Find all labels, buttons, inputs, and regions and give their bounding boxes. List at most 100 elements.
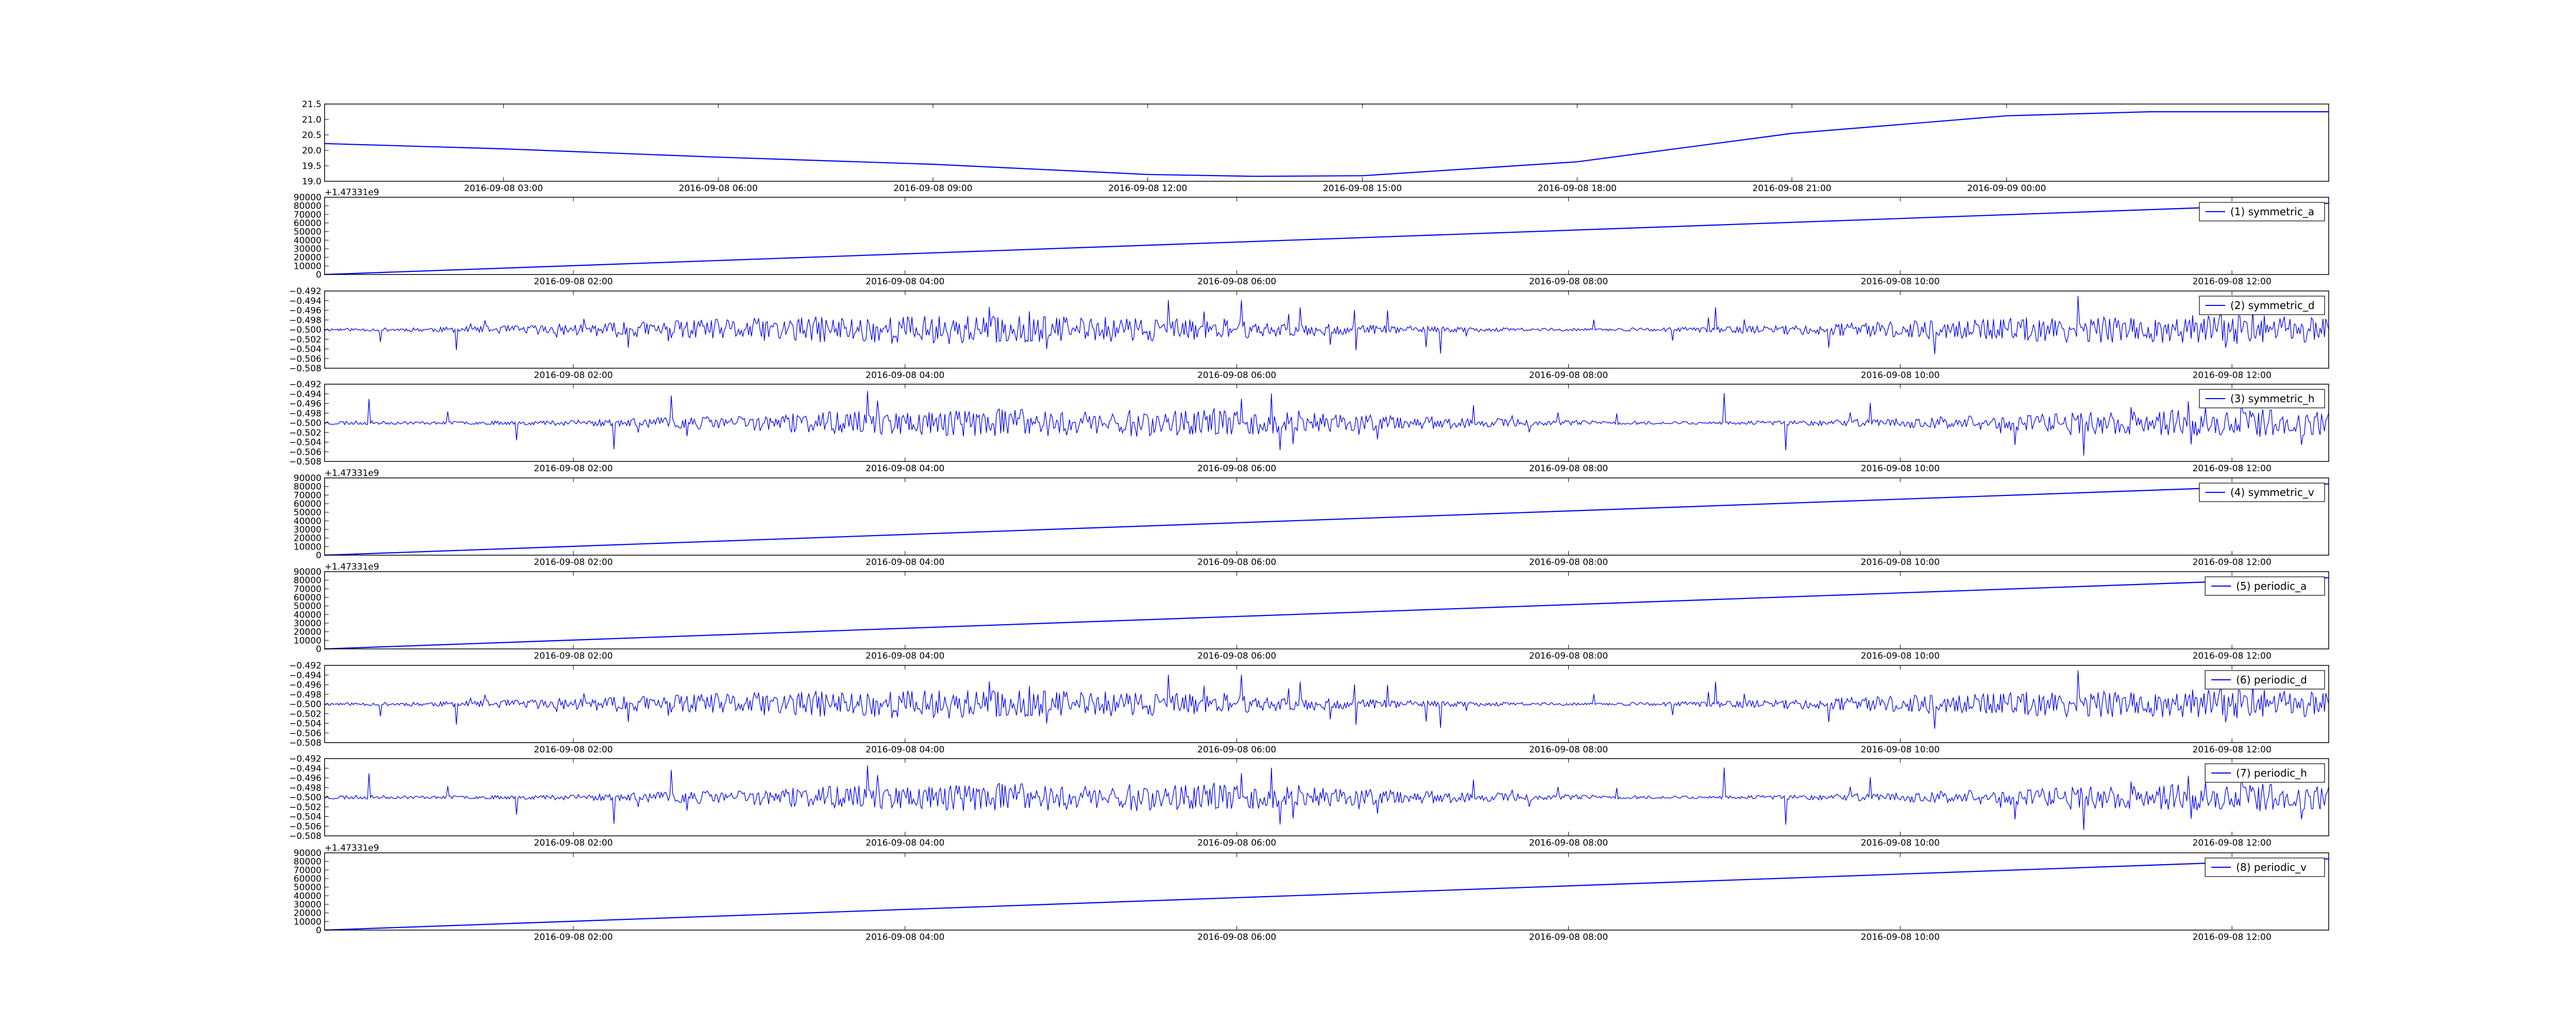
y-offset-label: +1.47331e9 [325,187,379,198]
legend-box [2205,763,2325,783]
series-line-8 [324,858,2329,931]
y-tick-label: 80000 [294,482,321,492]
x-tick-label: 2016-09-08 02:00 [534,277,613,287]
x-tick-label: 2016-09-08 12:00 [1108,183,1187,194]
y-tick-label: −0.500 [289,699,321,710]
panel-1: 0100002000030000400005000060000700008000… [294,187,2329,287]
axes-frame-2 [324,290,2329,369]
y-tick-label: 20.5 [302,130,321,141]
y-tick-label: 70000 [294,865,321,876]
y-tick-label: 60000 [294,499,321,509]
y-tick-label: −0.500 [289,418,321,428]
y-tick-label: −0.504 [289,438,321,448]
x-tick-label: 2016-09-08 04:00 [866,370,944,381]
y-tick-label: 50000 [294,508,321,518]
panel-0: 19.0 19.5 20.0 20.5 21.0 21.5 2016-09-08 03:00… [302,99,2329,194]
x-tick-label: 2016-09-08 02:00 [534,838,613,848]
y-tick-label: 19.0 [302,177,321,187]
y-tick-label: 21.0 [302,115,321,125]
x-tick-label: 2016-09-09 00:00 [1967,183,2046,194]
y-tick-label: 50000 [294,602,321,612]
panel-6: −0.508−0.506−0.504−0.502−0.500−0.498−0.4… [289,661,2329,755]
x-tick-label: 2016-09-08 06:00 [1197,277,1276,287]
y-tick-label: 20000 [294,253,321,263]
y-tick-label: 40000 [294,235,321,246]
axes-frame-6 [324,665,2329,743]
x-tick-label: 2016-09-08 15:00 [1323,183,1402,194]
legend-label: (8) periodic_v [2236,861,2307,873]
series-line-5 [324,577,2329,650]
legend-5: (5) periodic_a [2205,576,2325,596]
series-line-7 [324,765,2329,830]
y-tick-label: −0.498 [289,690,321,700]
x-tick-label: 2016-09-08 10:00 [1861,745,1940,755]
y-tick-label: −0.502 [289,428,321,438]
y-offset-label: +1.47331e9 [325,468,379,478]
y-tick-label: −0.506 [289,821,321,832]
x-tick-label: 2016-09-08 12:00 [2193,838,2272,848]
legend-label: (1) symmetric_a [2230,205,2314,218]
y-tick-label: 10000 [294,261,321,271]
y-tick-label: 10000 [294,636,321,646]
y-tick-label: −0.500 [289,325,321,335]
y-tick-label: 10000 [294,542,321,552]
y-tick-label: 0 [316,925,321,936]
y-tick-label: 50000 [294,883,321,893]
x-tick-label: 2016-09-08 18:00 [1538,183,1617,194]
y-tick-label: 40000 [294,516,321,526]
series-line-2 [324,296,2329,355]
x-tick-label: 2016-09-08 08:00 [1529,370,1608,381]
x-tick-label: 2016-09-08 08:00 [1529,277,1608,287]
y-tick-label: 30000 [294,525,321,535]
y-tick-label: −0.494 [289,671,321,681]
legend-2: (2) symmetric_d [2199,296,2325,315]
y-tick-label: −0.508 [289,457,321,467]
y-tick-label: −0.498 [289,783,321,793]
y-offset-label: +1.47331e9 [325,843,379,853]
series-line-3 [324,391,2329,456]
panel-3: −0.508−0.506−0.504−0.502−0.500−0.498−0.4… [289,380,2329,474]
x-tick-label: 2016-09-08 06:00 [1197,464,1276,474]
panel-4: 0100002000030000400005000060000700008000… [294,468,2329,568]
series-line-0 [324,111,2329,177]
x-tick-label: 2016-09-08 04:00 [866,932,944,942]
y-tick-label: 90000 [294,848,321,859]
series-line-4 [324,483,2329,556]
y-offset-label: +1.47331e9 [325,562,379,572]
legend-label: (4) symmetric_v [2230,486,2314,499]
x-tick-label: 2016-09-08 08:00 [1529,557,1608,568]
x-tick-label: 2016-09-08 08:00 [1529,932,1608,942]
y-tick-label: −0.506 [289,447,321,457]
y-tick-label: 20000 [294,627,321,638]
y-tick-label: 90000 [294,193,321,203]
y-tick-label: 40000 [294,610,321,620]
legend-8: (8) periodic_v [2205,857,2325,877]
axes-frame-5 [324,571,2329,649]
x-tick-label: 2016-09-08 02:00 [534,932,613,942]
x-tick-label: 2016-09-08 08:00 [1529,745,1608,755]
y-tick-label: 60000 [294,874,321,884]
y-tick-label: −0.498 [289,408,321,419]
x-tick-label: 2016-09-08 06:00 [1197,557,1276,568]
x-tick-label: 2016-09-08 06:00 [1197,651,1276,661]
y-tick-label: 21.5 [302,99,321,110]
y-tick-label: −0.494 [289,296,321,306]
y-tick-label: 90000 [294,473,321,484]
y-tick-label: 30000 [294,619,321,629]
y-tick-label: 70000 [294,490,321,501]
x-tick-label: 2016-09-08 02:00 [534,464,613,474]
y-tick-label: 70000 [294,210,321,220]
y-tick-label: 0 [316,644,321,655]
y-tick-label: −0.506 [289,354,321,364]
y-tick-label: 50000 [294,227,321,237]
x-tick-label: 2016-09-08 12:00 [2193,557,2272,568]
y-tick-label: 0 [316,551,321,561]
x-tick-label: 2016-09-08 12:00 [2193,370,2272,381]
y-tick-label: 40000 [294,891,321,901]
legend-4: (4) symmetric_v [2199,483,2325,502]
legend-1: (1) symmetric_a [2199,202,2325,221]
x-tick-label: 2016-09-08 02:00 [534,651,613,661]
y-tick-label: 10000 [294,917,321,927]
x-tick-label: 2016-09-08 04:00 [866,464,944,474]
